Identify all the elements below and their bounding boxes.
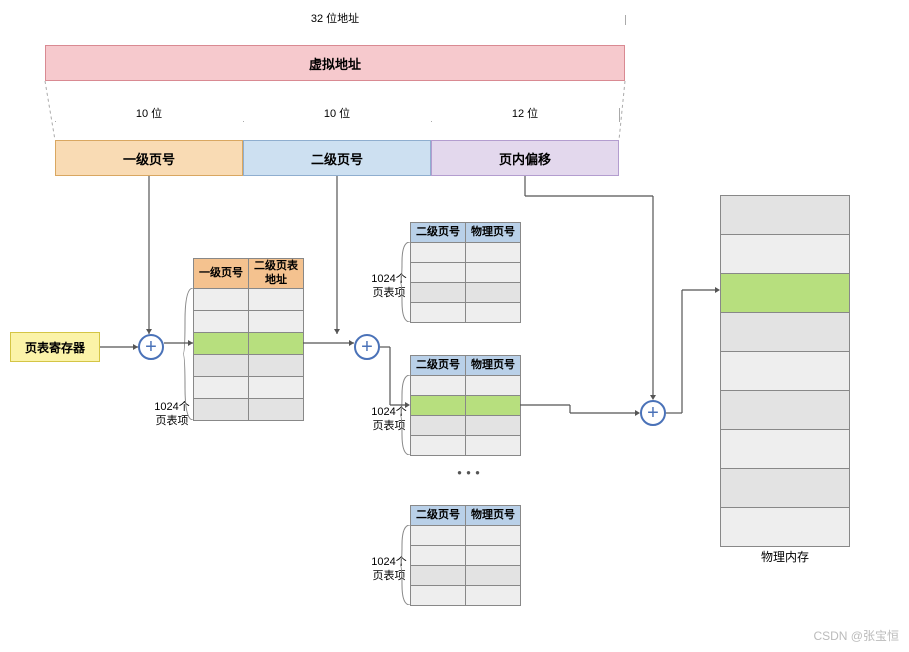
physical-memory: [720, 195, 850, 547]
l2-table-1-hdr-1: 物理页号: [466, 356, 521, 376]
arrow-seg1-plus1: [334, 176, 340, 334]
phys-row-4: [720, 352, 850, 391]
phys-row-1: [720, 235, 850, 274]
l2-table-2-cell-3-0: [411, 586, 466, 606]
l1-table-cell-1-0: [194, 311, 249, 333]
seg-dim-label-2: 12 位: [431, 105, 619, 121]
l2-table-2: 二级页号物理页号: [410, 505, 521, 606]
l2-table-0-cell-3-0: [411, 303, 466, 323]
l2-table-0: 二级页号物理页号: [410, 222, 521, 323]
l2-table-0-cell-3-1: [466, 303, 521, 323]
segment-label-2: 页内偏移: [499, 149, 551, 168]
arrow-l1-plus1: [303, 340, 354, 346]
arrow-l2b-plus2: [520, 405, 640, 416]
phys-row-7: [720, 469, 850, 508]
l2-table-0-hdr-1: 物理页号: [466, 223, 521, 243]
l1-table-cell-5-1: [249, 399, 304, 421]
l1-table-cell-4-0: [194, 377, 249, 399]
l2-table-2-cell-2-0: [411, 566, 466, 586]
l2-table-1: 二级页号物理页号: [410, 355, 521, 456]
l2-table-1-cell-0-1: [466, 376, 521, 396]
l1-table: 一级页号二级页表地址: [193, 258, 304, 421]
l2-table-1-brace: [400, 375, 410, 455]
l1-table-cell-4-1: [249, 377, 304, 399]
phys-mem-label: 物理内存: [720, 548, 850, 565]
l2-table-0-brace: [400, 242, 410, 322]
l2-table-2-brace: [400, 525, 410, 605]
dim-tick-right: [625, 15, 626, 25]
l2-table-1-cell-0-0: [411, 376, 466, 396]
l2-table-1-cell-1-0: [411, 396, 466, 416]
l2-table-0-cell-2-0: [411, 283, 466, 303]
plus-icon-0: +: [138, 334, 164, 360]
l2-table-2-cell-0-1: [466, 526, 521, 546]
dim-32bit-label: 32 位地址: [45, 10, 625, 26]
l2-table-2-hdr-1: 物理页号: [466, 506, 521, 526]
phys-row-2: [720, 274, 850, 313]
l2-table-0-cell-0-0: [411, 243, 466, 263]
phys-row-6: [720, 430, 850, 469]
l1-table-cell-1-1: [249, 311, 304, 333]
virtual-address-label: 虚拟地址: [309, 54, 361, 73]
arrow-reg-plus0: [100, 344, 138, 350]
l2-table-2-cell-0-0: [411, 526, 466, 546]
register-label: 页表寄存器: [25, 339, 85, 356]
l2-table-0-cell-1-1: [466, 263, 521, 283]
virtual-address-box: 虚拟地址: [45, 45, 625, 81]
l2-table-1-cell-1-1: [466, 396, 521, 416]
l1-table-cell-0-1: [249, 289, 304, 311]
seg-dim-label-0: 10 位: [55, 105, 243, 121]
segment-2: 页内偏移: [431, 140, 619, 176]
l2-table-1-cell-3-0: [411, 436, 466, 456]
l2-table-2-cell-1-0: [411, 546, 466, 566]
watermark: CSDN @张宝恒: [813, 627, 899, 644]
l2-table-1-cell-2-1: [466, 416, 521, 436]
l1-table-cell-0-0: [194, 289, 249, 311]
segment-1: 二级页号: [243, 140, 431, 176]
l1-table-brace: [183, 288, 193, 420]
l2-table-0-hdr-0: 二级页号: [411, 223, 466, 243]
segment-label-0: 一级页号: [123, 149, 175, 168]
plus-icon-2: +: [640, 400, 666, 426]
l1-table-hdr-1: 二级页表地址: [249, 259, 304, 289]
l2-table-0-cell-0-1: [466, 243, 521, 263]
arrow-seg2-plus2: [525, 176, 656, 400]
l1-table-cell-2-1: [249, 333, 304, 355]
l1-table-cell-2-0: [194, 333, 249, 355]
l2-table-1-cell-2-0: [411, 416, 466, 436]
phys-row-5: [720, 391, 850, 430]
l1-table-cell-5-0: [194, 399, 249, 421]
l1-table-cell-3-0: [194, 355, 249, 377]
segment-label-1: 二级页号: [311, 149, 363, 168]
l2-table-2-hdr-0: 二级页号: [411, 506, 466, 526]
phys-row-0: [720, 195, 850, 235]
arrow-seg0-plus0: [146, 176, 152, 334]
l1-table-hdr-0: 一级页号: [194, 259, 249, 289]
l2-table-0-cell-1-0: [411, 263, 466, 283]
ellipsis: ●●●: [455, 468, 482, 478]
l2-table-1-cell-3-1: [466, 436, 521, 456]
plus-icon-1: +: [354, 334, 380, 360]
phys-row-8: [720, 508, 850, 547]
arrow-plus2-phys: [666, 287, 720, 413]
phys-row-3: [720, 313, 850, 352]
l1-table-cell-3-1: [249, 355, 304, 377]
l2-table-1-hdr-0: 二级页号: [411, 356, 466, 376]
l2-table-2-cell-3-1: [466, 586, 521, 606]
segment-0: 一级页号: [55, 140, 243, 176]
l2-table-2-cell-1-1: [466, 546, 521, 566]
seg-dim-label-1: 10 位: [243, 105, 431, 121]
page-table-register: 页表寄存器: [10, 332, 100, 362]
l2-table-0-cell-2-1: [466, 283, 521, 303]
seg-tick-2-r: [619, 108, 620, 122]
l2-table-2-cell-2-1: [466, 566, 521, 586]
